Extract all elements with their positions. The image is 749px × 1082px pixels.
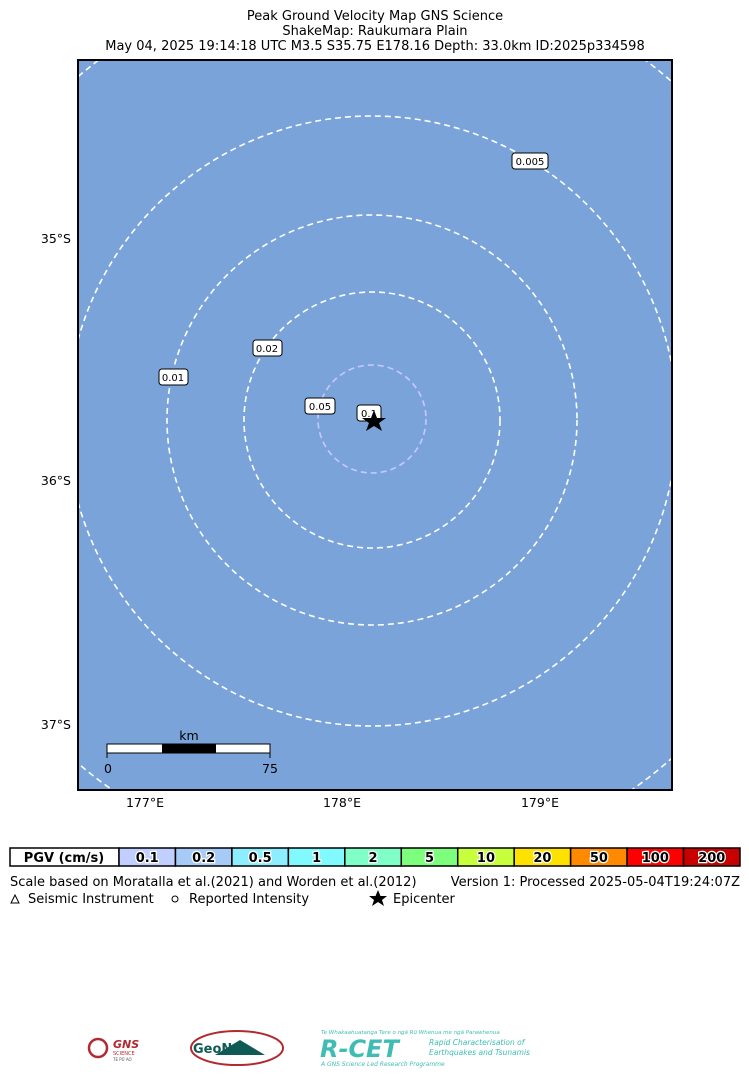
legend-label: 200 (698, 851, 725, 866)
scale-label: 0 (104, 761, 112, 776)
scale-unit: km (179, 728, 198, 743)
legend-label: 50 (590, 851, 608, 866)
contour (317, 364, 427, 474)
instrument-symbol (10, 893, 20, 904)
legend-label: 100 (642, 851, 669, 866)
logo-rcet: Te Whakaahuatanga Tere o ngā Rū Whenua m… (320, 1030, 530, 1068)
logo-text: Te Whakaahuatanga Tere o ngā Rū Whenua m… (321, 1030, 500, 1036)
logo-text: R-CET (320, 1035, 400, 1063)
legend-title: PGV (cm/s) (24, 851, 104, 866)
lat-label: 35°S (41, 231, 71, 246)
symbol-label: Seismic Instrument (28, 892, 154, 907)
lat-label: 36°S (41, 473, 71, 488)
contour (166, 214, 578, 626)
contour-label: 0.01 (162, 373, 184, 384)
logo-geonet: GeoNet (190, 1030, 284, 1066)
scale-bar: km 0 75 (104, 728, 278, 776)
logo-text: GNS (113, 1038, 139, 1051)
map-frame (77, 59, 673, 791)
title: May 04, 2025 19:14:18 UTC M3.5 S35.75 E1… (105, 39, 644, 54)
symbol-label: Epicenter (393, 892, 456, 907)
title: Peak Ground Velocity Map GNS Science (247, 9, 503, 24)
lat-label: 37°S (41, 717, 71, 732)
epicenter-symbol (369, 890, 387, 906)
title: ShakeMap: Raukumara Plain (282, 24, 467, 39)
legend-label: 20 (533, 851, 551, 866)
logo-text: TE PŪ AO (112, 1057, 132, 1062)
footer-note: Scale based on Moratalla et al.(2021) an… (10, 875, 417, 890)
legend-label: 0.1 (136, 851, 159, 866)
contour-label: 0.02 (256, 344, 278, 355)
logo-text: SCIENCE (113, 1051, 135, 1057)
logo-gns: GNS SCIENCE TE PŪ AO (87, 1037, 139, 1062)
contour-label: 0.05 (309, 402, 331, 413)
contour-label: 0.1 (361, 409, 377, 420)
symbol-label: Reported Intensity (189, 892, 309, 907)
legend-label: 1 (312, 851, 321, 866)
logo-text: Rapid Characterisation of (429, 1038, 526, 1047)
contours (78, 60, 672, 790)
legend-label: 5 (425, 851, 434, 866)
intensity-symbol (171, 895, 179, 903)
lon-label: 177°E (126, 795, 164, 810)
legend-label: 0.2 (192, 851, 215, 866)
footer-version: Version 1: Processed 2025-05-04T19:24:07… (451, 875, 740, 890)
legend-cell (682, 847, 741, 867)
logo-text: GeoNet (193, 1042, 247, 1057)
legend-label: 10 (477, 851, 495, 866)
logo-text: Earthquakes and Tsunamis (429, 1048, 530, 1057)
legend-label: 0.5 (249, 851, 272, 866)
contour-label: 0.005 (516, 157, 545, 168)
legend-label: 2 (369, 851, 378, 866)
logo-text: A GNS Science Led Research Programme (320, 1061, 445, 1068)
contour (243, 291, 501, 549)
epicenter (362, 410, 386, 431)
lon-label: 178°E (323, 795, 361, 810)
lon-label: 179°E (521, 795, 559, 810)
scale-label: 75 (262, 761, 278, 776)
legend: PGV (cm/s) 0.1 0.2 0.5 1 2 5 10 20 50 100 200 (9, 847, 741, 867)
